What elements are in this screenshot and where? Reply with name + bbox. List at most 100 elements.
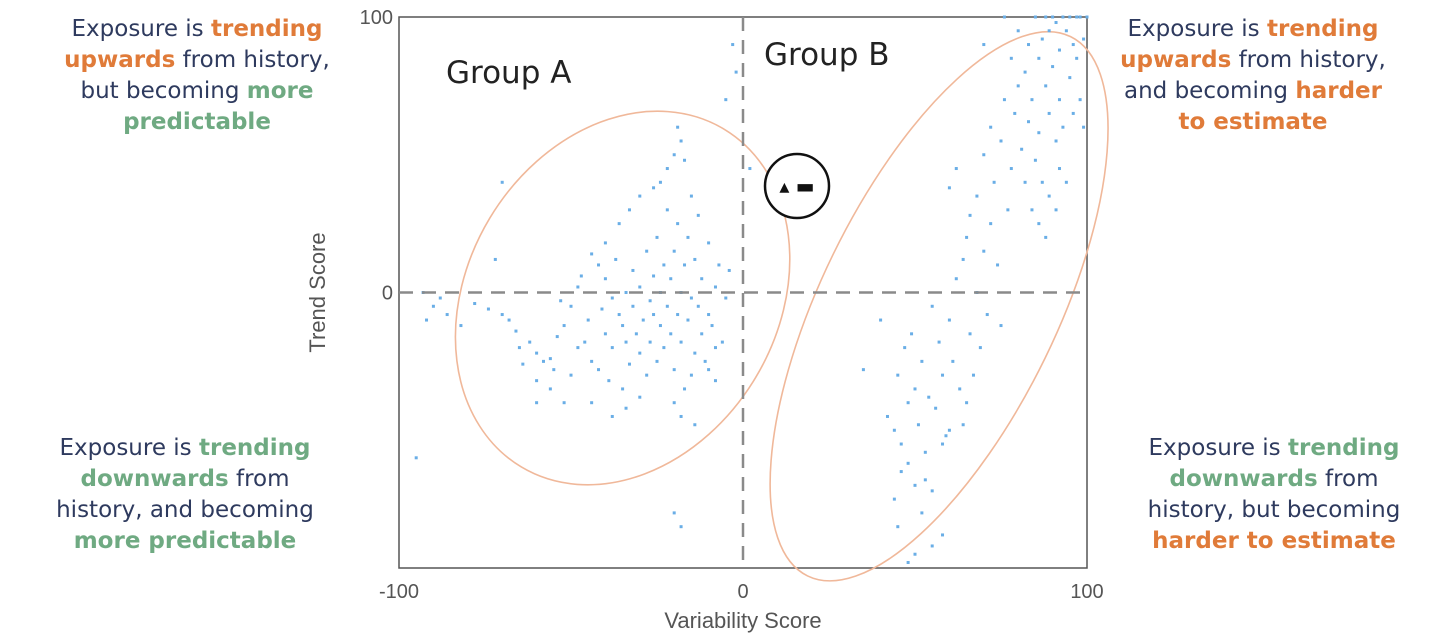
data-point [899,470,903,474]
data-point [934,406,938,410]
data-point [569,373,573,377]
data-point [731,43,735,47]
data-point [707,313,711,317]
data-point [1006,208,1010,212]
data-point [638,395,642,399]
data-point [638,194,642,198]
data-point [590,359,594,363]
data-point [1068,76,1072,80]
data-point [521,362,525,366]
data-point [686,235,690,239]
data-point [892,428,896,432]
data-point [669,277,673,281]
highlight: downwards [80,466,229,492]
y-tick-label: 100 [360,7,393,29]
data-point [1037,56,1041,60]
highlight: trending [1287,435,1400,461]
data-point [896,525,900,529]
data-point [965,401,969,405]
data-point [920,359,924,363]
data-point [1075,56,1079,60]
data-point [535,351,539,355]
data-point [700,277,704,281]
data-point [1061,125,1065,129]
data-point [1037,222,1041,226]
data-point [1061,15,1065,19]
x-tick-label: -100 [379,581,419,603]
data-point [652,274,656,278]
data-point [693,351,697,355]
data-point [913,483,917,487]
data-point [672,153,676,157]
highlight: to estimate [1178,109,1328,135]
data-point [724,296,728,300]
data-point [617,313,621,317]
data-point [1020,147,1024,151]
data-point [913,387,917,391]
data-point [621,324,625,328]
data-point [638,285,642,289]
data-point [648,299,652,303]
data-point [679,340,683,344]
data-point [603,332,607,336]
data-point [569,304,573,308]
data-point [985,313,989,317]
data-point [662,346,666,350]
data-point [1057,98,1061,102]
data-point [947,428,951,432]
highlight: trending [198,435,311,461]
data-point [672,249,676,253]
quadrant-text-bottom-right: Exposure is trending downwards from hist… [1095,433,1453,557]
data-point [978,346,982,350]
data-point [679,414,683,418]
data-point [1044,235,1048,239]
data-point [1082,37,1086,41]
data-point [1027,120,1031,124]
data-point [1047,194,1051,198]
data-point [734,70,738,74]
data-point [624,291,628,294]
data-point [696,213,700,217]
data-point [658,324,662,328]
data-point [999,139,1003,143]
data-point [1016,84,1020,88]
data-point [610,296,614,300]
data-point [941,373,945,377]
quadrant-text-bottom-left: Exposure is trending downwards from hist… [0,433,370,557]
data-point [459,324,463,328]
text: and becoming [1124,78,1296,104]
text: Exposure is [1148,435,1288,461]
highlight: predictable [123,109,271,135]
tick-labels: -100 0 100 100 0 [360,7,1104,603]
data-point [1085,15,1089,19]
data-point [947,186,951,190]
data-point [610,346,614,350]
quadrant-text-top-left: Exposure is trending upwards from histor… [2,14,392,138]
data-point [655,359,659,363]
data-point [676,125,680,129]
data-point [879,318,883,322]
text: Exposure is [1127,16,1267,42]
data-point [689,373,693,377]
data-point [645,373,649,377]
text: history, but becoming [1147,497,1401,523]
data-point [941,442,945,446]
data-point [896,373,900,377]
data-point [648,340,652,344]
data-point [1051,65,1055,69]
data-point [689,194,693,198]
text: from [1317,466,1379,492]
x-tick-label: 100 [1070,581,1103,603]
data-point [944,434,948,438]
data-point [913,552,917,556]
data-point [1057,48,1061,52]
data-point [438,296,442,300]
group-b-ellipse [769,30,1109,582]
data-point [1075,15,1079,19]
marker-symbol-icon: ▴ ▬ [779,174,814,198]
data-point [968,332,972,336]
data-point [720,340,724,344]
y-tick-label: 0 [382,283,393,305]
data-point [676,222,680,226]
